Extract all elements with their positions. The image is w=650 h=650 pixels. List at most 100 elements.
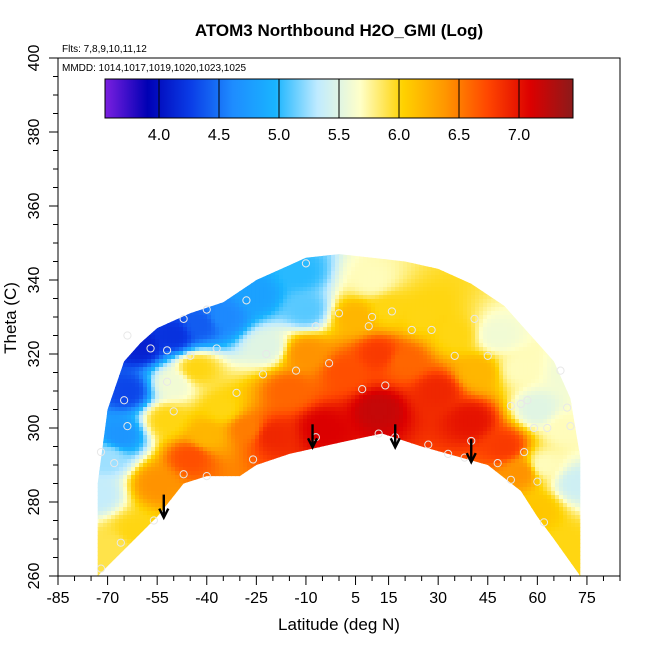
field-cell	[119, 311, 124, 316]
field-cell	[275, 379, 280, 384]
field-cell	[207, 423, 212, 428]
field-cell	[151, 359, 156, 364]
field-cell	[115, 355, 120, 360]
field-cell	[111, 543, 116, 548]
field-cell	[219, 547, 224, 552]
field-cell	[255, 455, 260, 460]
field-cell	[311, 571, 316, 576]
field-cell	[191, 363, 196, 368]
field-cell	[147, 495, 152, 500]
field-cell	[135, 295, 140, 300]
field-cell	[183, 443, 188, 448]
field-cell	[191, 491, 196, 496]
field-cell	[271, 279, 276, 284]
field-cell	[319, 467, 324, 472]
field-cell	[99, 355, 104, 360]
field-cell	[195, 507, 200, 512]
field-cell	[103, 255, 108, 260]
field-cell	[171, 299, 176, 304]
field-cell	[107, 347, 112, 352]
field-cell	[247, 347, 252, 352]
field-cell	[311, 523, 316, 528]
field-cell	[271, 487, 276, 492]
field-cell	[159, 339, 164, 344]
field-cell	[275, 399, 280, 404]
field-cell	[323, 443, 328, 448]
field-cell	[187, 475, 192, 480]
field-cell	[259, 395, 264, 400]
field-cell	[219, 463, 224, 468]
field-cell	[219, 443, 224, 448]
field-cell	[295, 267, 300, 272]
field-cell	[231, 323, 236, 328]
field-cell	[139, 423, 144, 428]
field-cell	[119, 399, 124, 404]
field-cell	[123, 303, 128, 308]
field-cell	[107, 311, 112, 316]
field-cell	[119, 539, 124, 544]
field-cell	[231, 279, 236, 284]
field-cell	[135, 311, 140, 316]
field-cell	[239, 327, 244, 332]
field-cell	[147, 379, 152, 384]
field-cell	[251, 443, 256, 448]
field-cell	[263, 531, 268, 536]
field-cell	[271, 443, 276, 448]
field-cell	[111, 371, 116, 376]
field-cell	[311, 359, 316, 364]
field-cell	[111, 427, 116, 432]
field-cell	[295, 499, 300, 504]
field-cell	[183, 415, 188, 420]
field-cell	[211, 283, 216, 288]
field-cell	[183, 511, 188, 516]
field-cell	[211, 459, 216, 464]
field-cell	[211, 279, 216, 284]
field-cell	[147, 247, 152, 252]
field-cell	[323, 435, 328, 440]
field-cell	[255, 383, 260, 388]
field-cell	[115, 279, 120, 284]
field-cell	[291, 423, 296, 428]
field-cell	[327, 323, 332, 328]
field-cell	[195, 391, 200, 396]
field-cell	[187, 315, 192, 320]
field-cell	[251, 375, 256, 380]
field-cell	[167, 475, 172, 480]
field-cell	[99, 475, 104, 480]
field-cell	[251, 503, 256, 508]
field-cell	[303, 531, 308, 536]
field-cell	[275, 447, 280, 452]
field-cell	[183, 407, 188, 412]
field-cell	[135, 567, 140, 572]
field-cell	[131, 307, 136, 312]
field-cell	[155, 311, 160, 316]
field-cell	[127, 367, 132, 372]
field-cell	[243, 287, 248, 292]
field-cell	[139, 559, 144, 564]
field-cell	[187, 567, 192, 572]
field-cell	[143, 315, 148, 320]
field-cell	[235, 543, 240, 548]
field-cell	[139, 455, 144, 460]
field-cell	[163, 247, 168, 252]
field-cell	[139, 403, 144, 408]
field-cell	[299, 563, 304, 568]
field-cell	[147, 503, 152, 508]
field-cell	[97, 527, 100, 532]
field-cell	[279, 399, 284, 404]
field-cell	[275, 355, 280, 360]
field-cell	[97, 331, 100, 336]
field-cell	[323, 407, 328, 412]
field-cell	[215, 327, 220, 332]
field-cell	[299, 475, 304, 480]
field-cell	[299, 335, 304, 340]
field-cell	[199, 527, 204, 532]
field-cell	[287, 483, 292, 488]
field-cell	[283, 439, 288, 444]
field-cell	[187, 303, 192, 308]
field-cell	[171, 511, 176, 516]
field-cell	[115, 367, 120, 372]
field-cell	[215, 391, 220, 396]
field-cell	[311, 407, 316, 412]
field-cell	[251, 311, 256, 316]
